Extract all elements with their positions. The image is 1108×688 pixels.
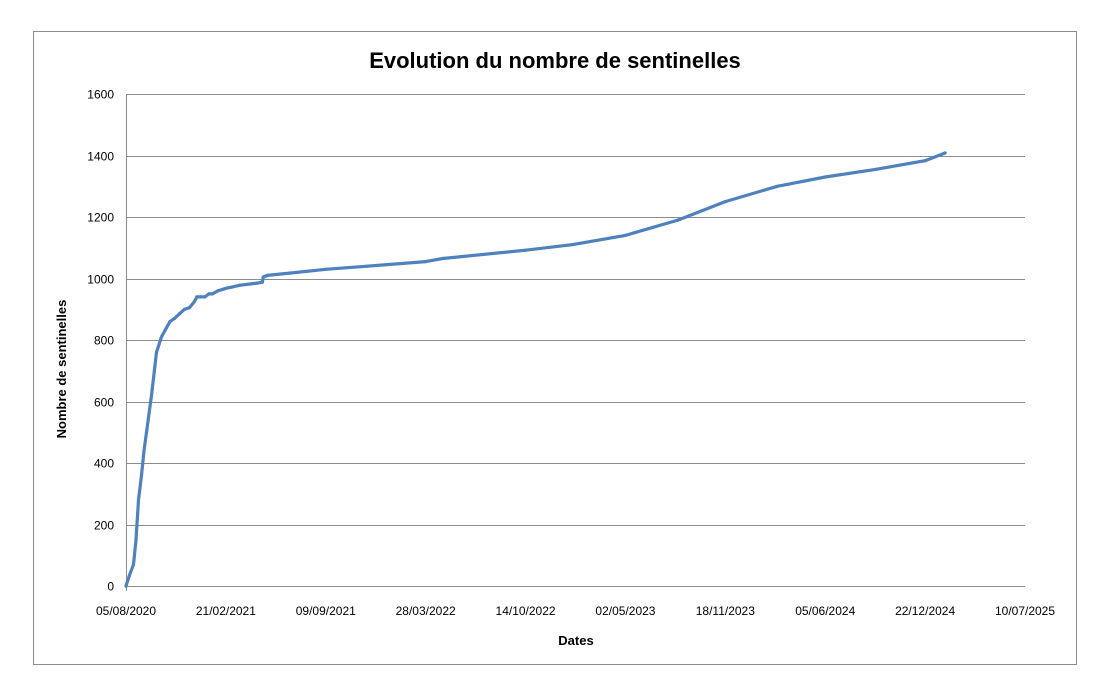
x-tick-label: 10/07/2025: [995, 604, 1055, 618]
y-tick-label: 1400: [87, 150, 114, 164]
x-axis-title: Dates: [558, 633, 593, 648]
y-axis-title: Nombre de sentinelles: [54, 300, 69, 439]
data-point: [168, 320, 172, 324]
data-point: [230, 285, 234, 289]
y-tick-labels: 0 200 400 600 800 1000 1200 1400 1600: [87, 88, 114, 594]
data-point: [154, 350, 159, 354]
data-point: [324, 267, 328, 271]
data-point: [182, 307, 186, 311]
data-point: [237, 283, 241, 287]
data-point: [203, 295, 207, 299]
data-point: [164, 326, 169, 330]
data-point: [248, 282, 252, 286]
data-point: [192, 300, 196, 304]
data-point: [570, 243, 574, 247]
x-tick-label: 05/08/2020: [96, 604, 156, 618]
data-point: [124, 584, 128, 588]
data-point: [172, 316, 176, 321]
x-tick-label: 05/06/2024: [795, 604, 855, 618]
series-layer: [124, 151, 947, 588]
y-tick-label: 0: [107, 580, 114, 594]
y-tick-label: 400: [94, 457, 114, 471]
data-point: [224, 286, 228, 290]
data-point: [623, 233, 628, 237]
x-tick-label: 21/02/2021: [196, 604, 256, 618]
data-point: [923, 159, 927, 163]
data-point: [159, 335, 164, 339]
data-point: [365, 264, 369, 268]
x-tick-label: 18/11/2023: [696, 604, 755, 618]
data-point: [260, 280, 264, 284]
x-tick-label: 14/10/2022: [496, 604, 556, 618]
y-tick-label: 200: [94, 519, 114, 533]
data-point: [424, 260, 428, 264]
data-point: [723, 200, 727, 204]
data-point: [198, 295, 202, 299]
data-point: [823, 175, 827, 179]
x-tick-label: 02/05/2023: [595, 604, 655, 618]
data-point: [221, 287, 225, 291]
data-point: [775, 184, 779, 188]
data-point: [195, 295, 199, 299]
chart-area: Evolution du nombre de sentinelles 0 200 4…: [33, 31, 1077, 665]
data-point: [136, 498, 141, 502]
y-tick-label: 1600: [87, 88, 114, 102]
data-point: [144, 430, 149, 434]
data-point: [187, 306, 191, 310]
data-point: [255, 281, 259, 285]
data-point: [943, 151, 947, 155]
data-point: [149, 393, 154, 397]
x-tick-label: 09/09/2021: [296, 604, 356, 618]
y-tick-label: 1200: [87, 211, 114, 225]
data-point: [216, 289, 220, 293]
series-line: [124, 151, 947, 588]
chart-title: Evolution du nombre de sentinelles: [369, 48, 741, 73]
data-point: [676, 218, 680, 222]
data-point: [177, 312, 181, 316]
data-point: [131, 562, 136, 567]
data-point: [139, 473, 144, 477]
data-point: [874, 167, 878, 171]
data-point: [261, 275, 265, 279]
data-point: [142, 449, 146, 453]
x-tick-label: 28/03/2022: [396, 604, 456, 618]
data-point: [524, 248, 528, 252]
data-point: [289, 271, 293, 275]
data-point: [207, 292, 211, 296]
y-tick-label: 800: [94, 334, 114, 348]
data-point: [134, 538, 138, 542]
data-point: [210, 292, 214, 296]
y-tick-label: 1000: [87, 273, 114, 287]
line-chart: Evolution du nombre de sentinelles 0 200 4…: [54, 48, 1055, 648]
data-point: [265, 273, 269, 277]
y-tick-label: 600: [94, 396, 114, 410]
x-tick-label: 22/12/2024: [895, 604, 955, 618]
data-point: [441, 256, 445, 261]
data-point: [127, 573, 132, 577]
x-tick-labels: 05/08/2020 21/02/2021 09/09/2021 28/03/2022…: [96, 604, 1055, 618]
gridlines: [126, 94, 1025, 591]
